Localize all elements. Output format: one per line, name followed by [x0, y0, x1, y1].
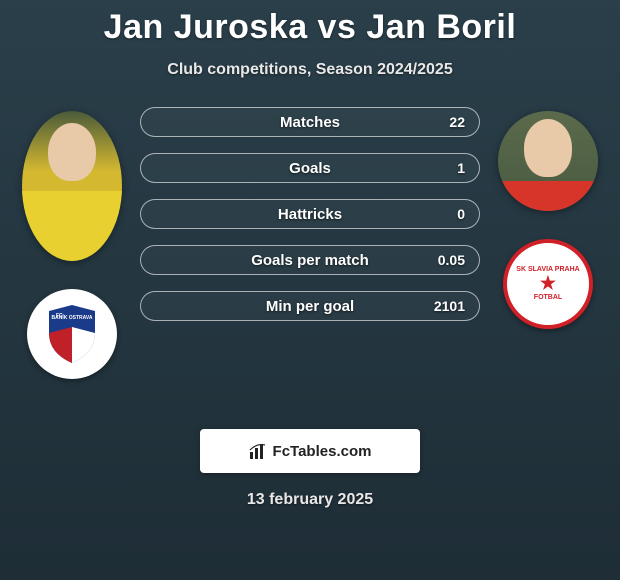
stat-label: Goals [215, 160, 405, 177]
stat-row: Min per goal 2101 [140, 291, 480, 321]
club-badge-right: SK SLAVIA PRAHA ★ FOTBAL [503, 239, 593, 329]
slavia-star-icon: ★ [516, 274, 579, 294]
brand-box: FcTables.com [200, 429, 420, 473]
stat-right-value: 2101 [405, 298, 465, 314]
stat-label: Hattricks [215, 206, 405, 223]
stat-row: Hattricks 0 [140, 199, 480, 229]
comparison-main: BANÍK OSTRAVA FC Matches 22 Goals 1 Hatt… [0, 107, 620, 379]
stat-right-value: 0.05 [405, 252, 465, 268]
slavia-badge-content: SK SLAVIA PRAHA ★ FOTBAL [516, 266, 579, 301]
slavia-text-bottom: FOTBAL [516, 294, 579, 302]
stat-right-value: 22 [405, 114, 465, 130]
stat-label: Min per goal [215, 298, 405, 315]
stat-row: Goals 1 [140, 153, 480, 183]
page-title: Jan Juroska vs Jan Boril [0, 0, 620, 47]
brand-text: FcTables.com [273, 443, 372, 460]
stat-right-value: 0 [405, 206, 465, 222]
player-right-head [524, 119, 572, 177]
stat-right-value: 1 [405, 160, 465, 176]
stats-table: Matches 22 Goals 1 Hattricks 0 Goals per… [140, 107, 480, 321]
subtitle: Club competitions, Season 2024/2025 [0, 61, 620, 79]
player-right-torso [498, 181, 598, 211]
banik-shield-icon: BANÍK OSTRAVA FC [45, 303, 99, 365]
club-badge-left: BANÍK OSTRAVA FC [27, 289, 117, 379]
player-right-photo [498, 111, 598, 211]
player-left-head [48, 123, 96, 181]
stat-row: Goals per match 0.05 [140, 245, 480, 275]
left-column: BANÍK OSTRAVA FC [22, 107, 122, 379]
right-column: SK SLAVIA PRAHA ★ FOTBAL [498, 107, 598, 329]
stat-label: Matches [215, 114, 405, 131]
svg-text:FC: FC [56, 313, 63, 319]
player-left-photo [22, 111, 122, 261]
player-left-torso [22, 191, 122, 261]
brand-chart-icon [249, 442, 267, 460]
stat-row: Matches 22 [140, 107, 480, 137]
date-text: 13 february 2025 [0, 491, 620, 509]
stat-label: Goals per match [215, 252, 405, 269]
